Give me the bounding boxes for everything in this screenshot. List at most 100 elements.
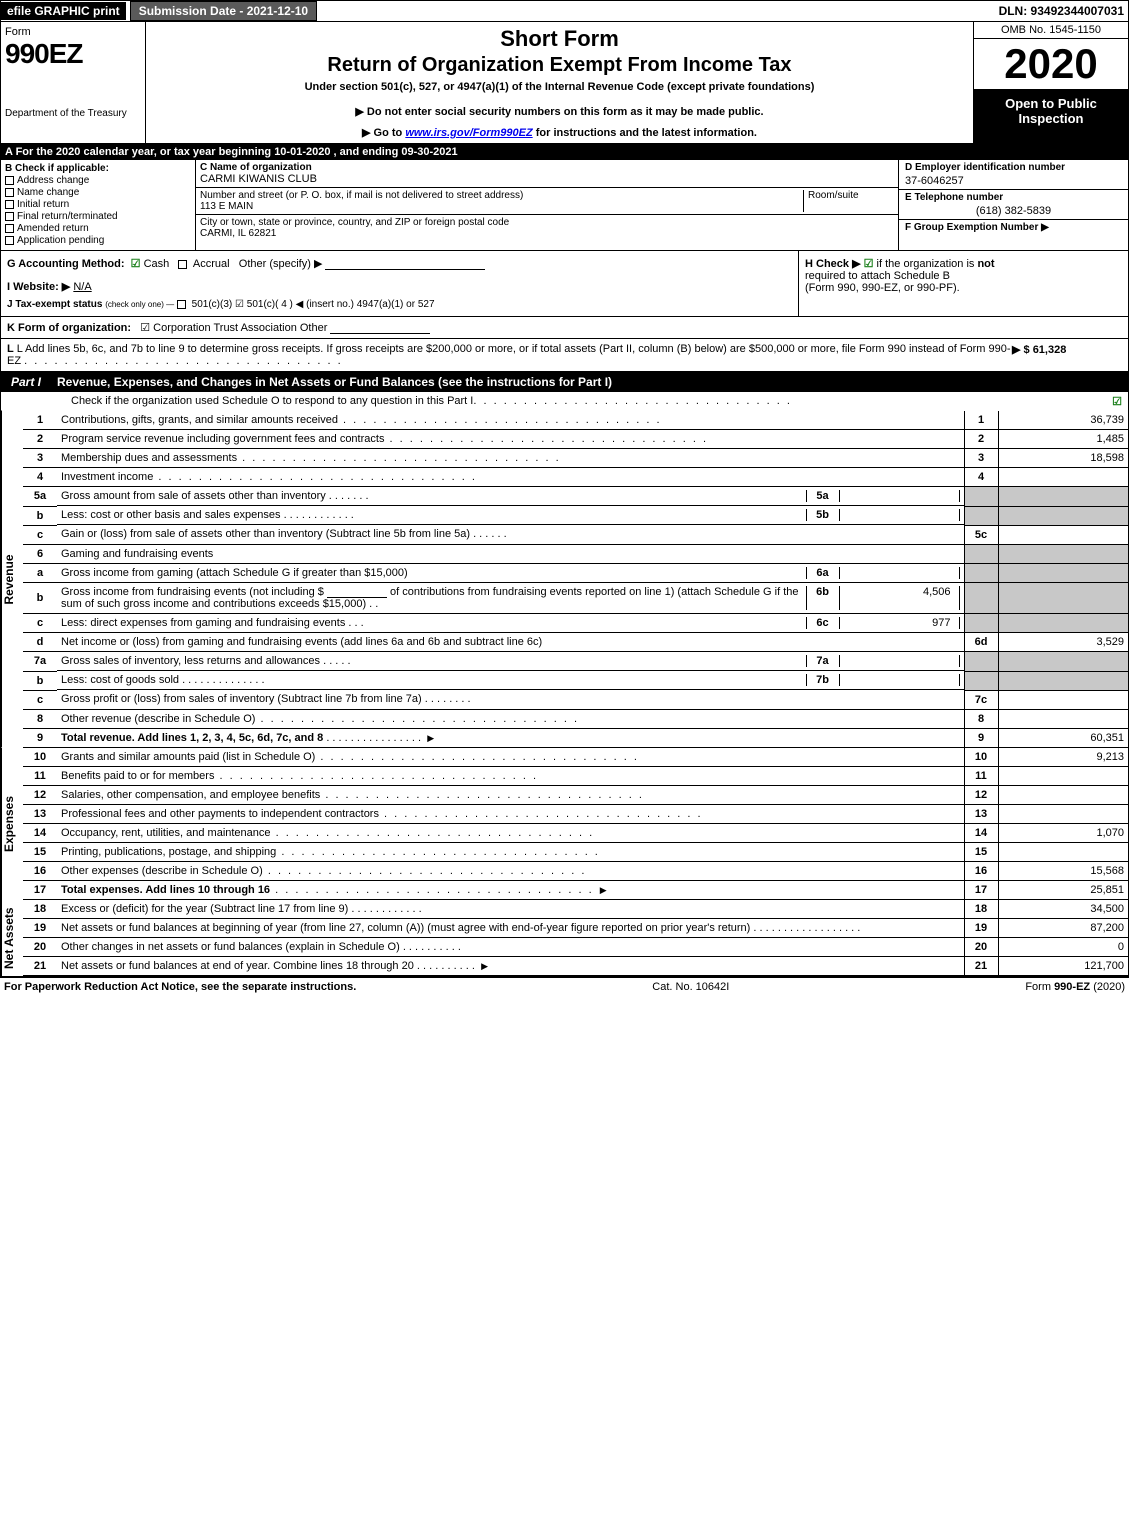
footer-form-ref: Form 990-EZ (2020)	[1025, 981, 1125, 993]
l-text: L L Add lines 5b, 6c, and 7b to line 9 t…	[7, 343, 1012, 367]
top-bar-left: efile GRAPHIC print Submission Date - 20…	[1, 1, 317, 21]
check-application-pending[interactable]: Application pending	[5, 235, 191, 246]
ein-block: D Employer identification number 37-6046…	[899, 160, 1128, 190]
j-501c3-checkbox[interactable]	[177, 300, 186, 309]
footer-left: For Paperwork Reduction Act Notice, see …	[4, 981, 356, 993]
department-label: Department of the Treasury	[5, 108, 141, 119]
line-7a: 7aGross sales of inventory, less returns…	[23, 652, 1128, 672]
cash-checkmark: ☑	[131, 258, 141, 270]
section-b-checkboxes: B Check if applicable: Address change Na…	[1, 160, 196, 250]
row-g-h: G Accounting Method: ☑ Cash Accrual Othe…	[1, 251, 1128, 317]
g-other-field[interactable]	[325, 258, 485, 270]
revenue-section: Revenue 1Contributions, gifts, grants, a…	[0, 411, 1129, 748]
city-value: CARMI, IL 62821	[200, 228, 894, 239]
line-10: 10Grants and similar amounts paid (list …	[23, 748, 1128, 767]
net-assets-section: Net Assets 18Excess or (deficit) for the…	[0, 900, 1129, 977]
check-address-change[interactable]: Address change	[5, 175, 191, 186]
under-section-text: Under section 501(c), 527, or 4947(a)(1)…	[154, 81, 965, 93]
line-13: 13Professional fees and other payments t…	[23, 804, 1128, 823]
top-bar: efile GRAPHIC print Submission Date - 20…	[0, 0, 1129, 22]
line-12: 12Salaries, other compensation, and empl…	[23, 785, 1128, 804]
e-label: E Telephone number	[905, 192, 1122, 203]
part-1-sub-text: Check if the organization used Schedule …	[71, 395, 473, 408]
check-initial-return[interactable]: Initial return	[5, 199, 191, 210]
goto-pre: ▶ Go to	[362, 127, 405, 139]
dln-number: DLN: 93492344007031	[999, 4, 1128, 18]
check-name-change[interactable]: Name change	[5, 187, 191, 198]
line-6b: bGross income from fundraising events (n…	[23, 583, 1128, 614]
net-assets-side-label: Net Assets	[1, 900, 23, 976]
form-header: Form 990EZ Department of the Treasury Sh…	[0, 22, 1129, 144]
website-value: N/A	[73, 281, 91, 293]
goto-post: for instructions and the latest informat…	[533, 127, 757, 139]
short-form-title: Short Form	[154, 26, 965, 52]
expenses-table: 10Grants and similar amounts paid (list …	[23, 748, 1128, 900]
org-name-row: C Name of organization CARMI KIWANIS CLU…	[196, 160, 898, 188]
efile-print-button[interactable]: efile GRAPHIC print	[1, 2, 126, 20]
h-text3: required to attach Schedule B	[805, 270, 950, 282]
row-l: L L Add lines 5b, 6c, and 7b to line 9 t…	[1, 339, 1128, 372]
line-15: 15Printing, publications, postage, and s…	[23, 842, 1128, 861]
accrual-checkbox[interactable]	[178, 260, 187, 269]
g-label: G Accounting Method:	[7, 258, 125, 270]
entity-right: D Employer identification number 37-6046…	[898, 160, 1128, 250]
revenue-side-label: Revenue	[1, 411, 23, 748]
j-opts: 501(c)(3) ☑ 501(c)( 4 ) ◀ (insert no.) 4…	[192, 299, 435, 310]
city-label: City or town, state or province, country…	[200, 217, 894, 228]
k-opts: ☑ Corporation Trust Association Other	[140, 322, 327, 334]
irs-link[interactable]: www.irs.gov/Form990EZ	[405, 127, 532, 139]
line-14: 14Occupancy, rent, utilities, and mainte…	[23, 823, 1128, 842]
street-value: 113 E MAIN	[200, 201, 799, 212]
header-right: OMB No. 1545-1150 2020 Open to Public In…	[973, 22, 1128, 143]
line-8: 8Other revenue (describe in Schedule O)8	[23, 709, 1128, 728]
line-5a: 5aGross amount from sale of assets other…	[23, 487, 1128, 507]
revenue-table: 1Contributions, gifts, grants, and simil…	[23, 411, 1128, 748]
line-20: 20Other changes in net assets or fund ba…	[23, 937, 1128, 956]
h-checkmark: ☑	[864, 258, 874, 270]
line-1: 1Contributions, gifts, grants, and simil…	[23, 411, 1128, 430]
organization-name: CARMI KIWANIS CLUB	[200, 173, 894, 185]
header-left: Form 990EZ Department of the Treasury	[1, 22, 146, 143]
line-4: 4Investment income4	[23, 468, 1128, 487]
line-7c: cGross profit or (loss) from sales of in…	[23, 690, 1128, 709]
g-other: Other (specify) ▶	[239, 258, 323, 270]
tax-year: 2020	[974, 39, 1128, 90]
line-19: 19Net assets or fund balances at beginni…	[23, 918, 1128, 937]
line-16: 16Other expenses (describe in Schedule O…	[23, 861, 1128, 880]
i-label: I Website: ▶	[7, 281, 70, 293]
entity-block: B Check if applicable: Address change Na…	[0, 160, 1129, 251]
row-k: K Form of organization: ☑ Corporation Tr…	[1, 317, 1128, 339]
row-g: G Accounting Method: ☑ Cash Accrual Othe…	[1, 251, 798, 316]
submission-date-button[interactable]: Submission Date - 2021-12-10	[130, 1, 317, 21]
schedule-o-checkmark: ☑	[1112, 395, 1122, 408]
expenses-section: Expenses 10Grants and similar amounts pa…	[0, 748, 1129, 900]
footer-cat-no: Cat. No. 10642I	[652, 981, 729, 993]
ein-value: 37-6046257	[905, 175, 1122, 187]
room-suite-label: Room/suite	[804, 190, 894, 212]
b-label: B Check if applicable:	[5, 163, 191, 174]
l-amount: ▶ $ 61,328	[1012, 343, 1122, 367]
net-assets-table: 18Excess or (deficit) for the year (Subt…	[23, 900, 1128, 976]
line-9: 9Total revenue. Add lines 1, 2, 3, 4, 5c…	[23, 728, 1128, 747]
g-cash: Cash	[144, 258, 170, 270]
g-accrual: Accrual	[193, 258, 230, 270]
line-11: 11Benefits paid to or for members11	[23, 766, 1128, 785]
j-label: J Tax-exempt status	[7, 299, 102, 310]
return-title: Return of Organization Exempt From Incom…	[154, 54, 965, 77]
line-6d: dNet income or (loss) from gaming and fu…	[23, 633, 1128, 652]
expenses-side-label: Expenses	[1, 748, 23, 900]
goto-text: ▶ Go to www.irs.gov/Form990EZ for instru…	[154, 126, 965, 139]
omb-number: OMB No. 1545-1150	[974, 22, 1128, 39]
k-other-field[interactable]	[330, 322, 430, 334]
j-sub: (check only one) —	[105, 300, 174, 309]
line-17: 17Total expenses. Add lines 10 through 1…	[23, 880, 1128, 899]
line-5c: cGain or (loss) from sale of assets othe…	[23, 525, 1128, 544]
row-a-tax-year: A For the 2020 calendar year, or tax yea…	[0, 144, 1129, 160]
row-h: H Check ▶ ☑ if the organization is not r…	[798, 251, 1128, 316]
phone-value: (618) 382-5839	[905, 205, 1122, 217]
check-amended-return[interactable]: Amended return	[5, 223, 191, 234]
rows-g-to-l: G Accounting Method: ☑ Cash Accrual Othe…	[0, 251, 1129, 372]
check-final-return[interactable]: Final return/terminated	[5, 211, 191, 222]
open-to-public: Open to Public Inspection	[974, 90, 1128, 143]
street-label: Number and street (or P. O. box, if mail…	[200, 190, 799, 201]
